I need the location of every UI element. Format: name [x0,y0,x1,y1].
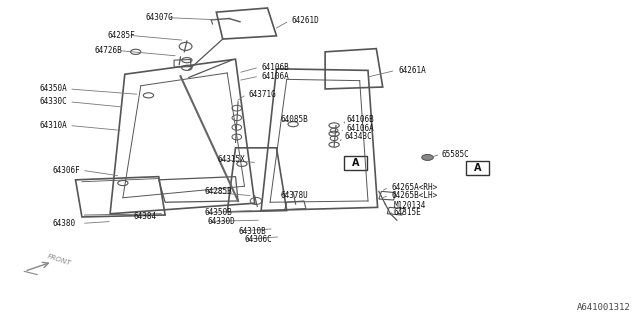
Text: 64310A: 64310A [40,121,67,130]
Text: A: A [352,158,360,168]
Text: 64265A<RH>: 64265A<RH> [392,183,438,192]
Text: 64306F: 64306F [52,166,80,175]
Text: 64371G: 64371G [248,90,276,99]
Text: 64285F: 64285F [108,31,135,40]
Text: 64315E: 64315E [394,208,421,217]
Text: 64350B: 64350B [205,208,232,217]
Circle shape [422,155,433,160]
Text: 64285B: 64285B [205,187,232,196]
Text: 64350A: 64350A [40,84,67,93]
Text: 64315X: 64315X [218,155,245,164]
Text: 64085B: 64085B [280,115,308,124]
Text: A641001312: A641001312 [577,303,630,312]
Text: 64265B<LH>: 64265B<LH> [392,191,438,200]
Text: 64378U: 64378U [280,191,308,200]
Text: 64310B: 64310B [238,227,266,236]
Text: 64106A: 64106A [261,72,289,81]
Text: 64726B: 64726B [95,46,122,55]
Text: 64384: 64384 [133,212,156,221]
Text: 64261A: 64261A [398,66,426,75]
Text: A: A [474,163,481,173]
Text: 64106B: 64106B [347,115,374,124]
Text: 64106A: 64106A [347,124,374,132]
Text: 64307G: 64307G [146,13,173,22]
Text: 64106B: 64106B [261,63,289,72]
Text: M120134: M120134 [394,201,426,210]
Text: FRONT: FRONT [46,253,71,267]
Text: 64330D: 64330D [208,217,236,226]
Text: 64343C: 64343C [344,132,372,141]
Text: 64330C: 64330C [40,97,67,106]
Text: 64380: 64380 [52,219,76,228]
Text: 64306C: 64306C [244,235,272,244]
Text: 64261D: 64261D [292,16,319,25]
Text: 65585C: 65585C [442,150,469,159]
